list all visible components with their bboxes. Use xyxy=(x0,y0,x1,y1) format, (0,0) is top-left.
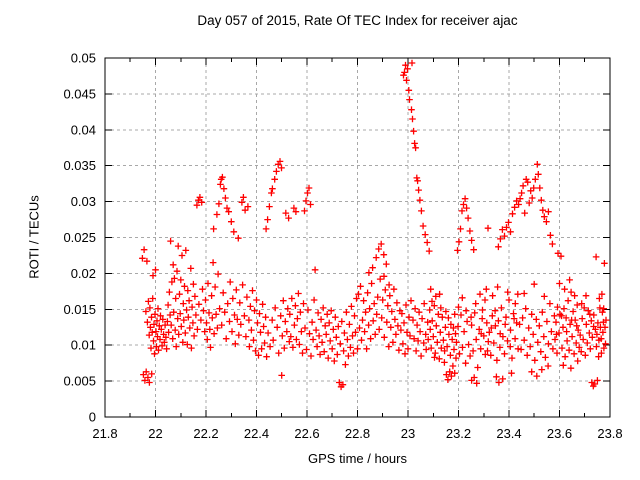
x-tick-label: 22.8 xyxy=(345,426,370,441)
x-tick-label: 23.8 xyxy=(597,426,622,441)
y-tick-label: 0 xyxy=(89,410,96,425)
x-tick-label: 23.2 xyxy=(446,426,471,441)
x-tick-label: 23.6 xyxy=(547,426,572,441)
y-tick-label: 0.045 xyxy=(63,86,96,101)
scatter-points xyxy=(139,59,610,391)
y-tick-label: 0.02 xyxy=(71,266,96,281)
axis-ticks xyxy=(104,57,611,418)
x-tick-label: 22.2 xyxy=(193,426,218,441)
y-tick-label: 0.025 xyxy=(63,230,96,245)
chart-title: Day 057 of 2015, Rate Of TEC Index for r… xyxy=(197,13,518,28)
x-tick-label: 22.4 xyxy=(244,426,269,441)
x-tick-label: 21.8 xyxy=(92,426,117,441)
x-tick-label: 23 xyxy=(401,426,415,441)
y-tick-label: 0.035 xyxy=(63,158,96,173)
y-tick-label: 0.05 xyxy=(71,51,96,66)
y-tick-label: 0.005 xyxy=(63,374,96,389)
y-tick-label: 0.01 xyxy=(71,338,96,353)
y-tick-label: 0.04 xyxy=(71,122,96,137)
x-tick-label: 23.4 xyxy=(496,426,521,441)
x-axis-label: GPS time / hours xyxy=(308,451,407,466)
x-tick-label: 22 xyxy=(148,426,162,441)
gridlines xyxy=(105,58,610,417)
x-tick-label: 22.6 xyxy=(294,426,319,441)
y-tick-label: 0.03 xyxy=(71,194,96,209)
y-tick-label: 0.015 xyxy=(63,302,96,317)
